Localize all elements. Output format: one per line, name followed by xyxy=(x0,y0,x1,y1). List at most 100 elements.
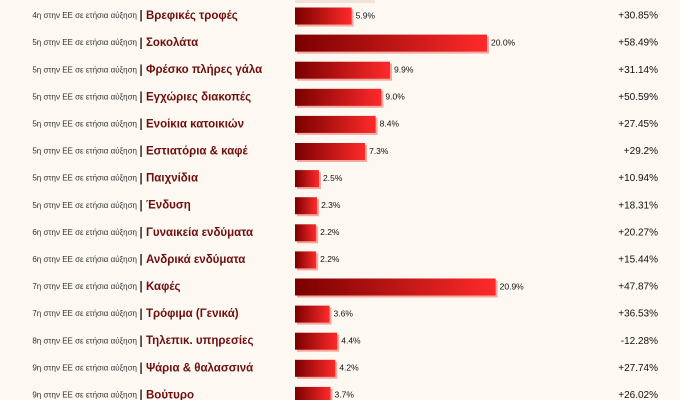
bar-value-label: 7.3% xyxy=(369,146,389,156)
rank-label: 5η στην ΕΕ σε ετήσια αύξηση xyxy=(32,120,137,129)
change-label: +47.87% xyxy=(618,282,658,293)
chart-rows: 4η στην ΕΕ σε ετήσια αύξηση | Βρεφικές τρο… xyxy=(32,7,658,400)
bar xyxy=(295,386,331,400)
rank-label: 7η στην ΕΕ σε ετήσια αύξηση xyxy=(32,282,137,291)
rank-label: 5η στην ΕΕ σε ετήσια αύξηση xyxy=(32,65,137,74)
change-label: +15.44% xyxy=(618,255,658,266)
chart-row: 5η στην ΕΕ σε ετήσια αύξηση | Σοκολάτα 20.0… xyxy=(32,34,658,54)
category-label: Ενοίκια κατοικιών xyxy=(146,118,244,130)
bar-value-label: 3.7% xyxy=(335,390,355,400)
category-label: Παιχνίδια xyxy=(146,173,198,185)
chart-row: 9η στην ΕΕ σε ετήσια αύξηση | Ψάρια & θαλα… xyxy=(32,359,658,379)
bar xyxy=(295,143,366,160)
bar-value-label: 2.3% xyxy=(321,200,341,210)
bar xyxy=(295,7,352,25)
rank-label: 8η στην ΕΕ σε ετήσια αύξηση xyxy=(32,336,137,345)
row-separator: | xyxy=(139,388,142,400)
change-label: +30.85% xyxy=(618,11,658,22)
chart-row: 4η στην ΕΕ σε ετήσια αύξηση | Βρεφικές τρο… xyxy=(32,7,658,27)
change-label: -12.28% xyxy=(621,336,658,347)
bar-value-label: 8.4% xyxy=(380,119,400,129)
bar-value-label: 2.2% xyxy=(320,254,340,264)
bar-value-label: 4.4% xyxy=(341,335,361,345)
chart-row: 5η στην ΕΕ σε ετήσια αύξηση | Εστιατόρια &… xyxy=(32,143,658,162)
bar xyxy=(295,278,496,296)
rank-label: 7η στην ΕΕ σε ετήσια αύξηση xyxy=(32,309,137,318)
bar-value-label: 2.5% xyxy=(323,173,343,183)
bar xyxy=(295,332,338,350)
chart-row: 7η στην ΕΕ σε ετήσια αύξηση | Τρόφιμα (Γεν… xyxy=(32,305,658,325)
rank-label: 9η στην ΕΕ σε ετήσια αύξηση xyxy=(32,391,137,400)
bar-value-label: 2.2% xyxy=(320,227,340,237)
change-label: +50.59% xyxy=(618,92,658,103)
row-separator: | xyxy=(139,225,142,239)
chart-row: 5η στην ΕΕ σε ετήσια αύξηση | Ενοίκια κατο… xyxy=(32,115,658,135)
rank-label: 4η στην ΕΕ σε ετήσια αύξηση xyxy=(32,11,137,20)
rank-label: 5η στην ΕΕ σε ετήσια αύξηση xyxy=(32,147,137,156)
bar-value-label: 9.9% xyxy=(394,64,414,74)
bar xyxy=(295,115,376,133)
category-label: Τηλεπικ. υπηρεσίες xyxy=(146,335,253,347)
change-label: +27.74% xyxy=(618,363,658,374)
row-separator: | xyxy=(139,62,142,76)
bar xyxy=(295,305,330,323)
bar xyxy=(295,224,317,242)
change-label: +31.14% xyxy=(618,65,658,76)
bar-value-label: 20.9% xyxy=(500,281,525,291)
rank-label: 5η στην ΕΕ σε ετήσια αύξηση xyxy=(32,201,137,210)
bar xyxy=(295,88,382,106)
row-separator: | xyxy=(139,117,142,131)
rank-label: 5η στην ΕΕ σε ετήσια αύξηση xyxy=(32,92,137,101)
category-label: Εστιατόρια & καφέ xyxy=(146,146,248,158)
change-label: +36.53% xyxy=(618,309,658,320)
row-separator: | xyxy=(139,198,142,212)
rank-label: 5η στην ΕΕ σε ετήσια αύξηση xyxy=(32,38,137,47)
change-label: +26.02% xyxy=(618,390,658,400)
category-label: Τρόφιμα (Γενικά) xyxy=(146,308,239,320)
row-separator: | xyxy=(139,306,142,320)
chart-row: 9η στην ΕΕ σε ετήσια αύξηση | Βούτυρο 3.7% +… xyxy=(32,386,658,400)
chart-row: 5η στην ΕΕ σε ετήσια αύξηση | Εγχώριες δια… xyxy=(32,88,658,108)
category-label: Γυναικεία ενδύματα xyxy=(146,227,253,239)
chart-row: 5η στην ΕΕ σε ετήσια αύξηση | Ένδυση 2.3% +1… xyxy=(32,197,658,217)
change-label: +18.31% xyxy=(618,200,658,211)
row-separator: | xyxy=(139,252,142,266)
chart-row: 6η στην ΕΕ σε ετήσια αύξηση | Ανδρικά ενδύ… xyxy=(32,251,658,271)
row-separator: | xyxy=(139,333,142,347)
bar-value-label: 3.6% xyxy=(334,308,354,318)
chart-row: 5η στην ΕΕ σε ετήσια αύξηση | Φρέσκο πλήρε… xyxy=(32,61,658,81)
category-label: Εγχώριες διακοπές xyxy=(146,91,251,103)
row-separator: | xyxy=(139,171,142,185)
rank-label: 9η στην ΕΕ σε ετήσια αύξηση xyxy=(32,363,137,372)
category-label: Βούτυρο xyxy=(146,389,194,400)
row-separator: | xyxy=(139,279,142,293)
category-label: Φρέσκο πλήρες γάλα xyxy=(146,64,262,76)
category-label: Ανδρικά ενδύματα xyxy=(146,254,245,266)
bar xyxy=(295,61,391,79)
change-label: +27.45% xyxy=(618,119,658,130)
bar xyxy=(295,34,487,52)
row-separator: | xyxy=(139,360,142,374)
top-strip xyxy=(295,0,375,3)
chart-row: 5η στην ΕΕ σε ετήσια αύξηση | Παιχνίδια 2.5… xyxy=(32,170,658,190)
row-separator: | xyxy=(139,89,142,103)
rank-label: 6η στην ΕΕ σε ετήσια αύξηση xyxy=(32,228,137,237)
change-label: +29.2% xyxy=(624,146,658,157)
chart-row: 6η στην ΕΕ σε ετήσια αύξηση | Γυναικεία εν… xyxy=(32,224,658,244)
row-separator: | xyxy=(139,144,142,158)
chart-row: 8η στην ΕΕ σε ετήσια αύξηση | Τηλεπικ. υπη… xyxy=(32,332,658,352)
rank-label: 5η στην ΕΕ σε ετήσια αύξηση xyxy=(32,174,137,183)
change-label: +58.49% xyxy=(618,38,658,49)
category-label: Καφές xyxy=(146,281,181,293)
row-separator: | xyxy=(139,8,142,22)
bar-value-label: 20.0% xyxy=(491,37,516,47)
row-separator: | xyxy=(139,35,142,49)
chart-row: 7η στην ΕΕ σε ετήσια αύξηση | Καφές 20.9% +4… xyxy=(32,278,658,298)
category-label: Βρεφικές τροφές xyxy=(146,10,238,22)
bar-value-label: 5.9% xyxy=(356,10,376,20)
bar-value-label: 9.0% xyxy=(385,92,405,102)
bar-value-label: 4.2% xyxy=(339,363,359,373)
bar xyxy=(295,251,317,269)
rank-label: 6η στην ΕΕ σε ετήσια αύξηση xyxy=(32,255,137,264)
